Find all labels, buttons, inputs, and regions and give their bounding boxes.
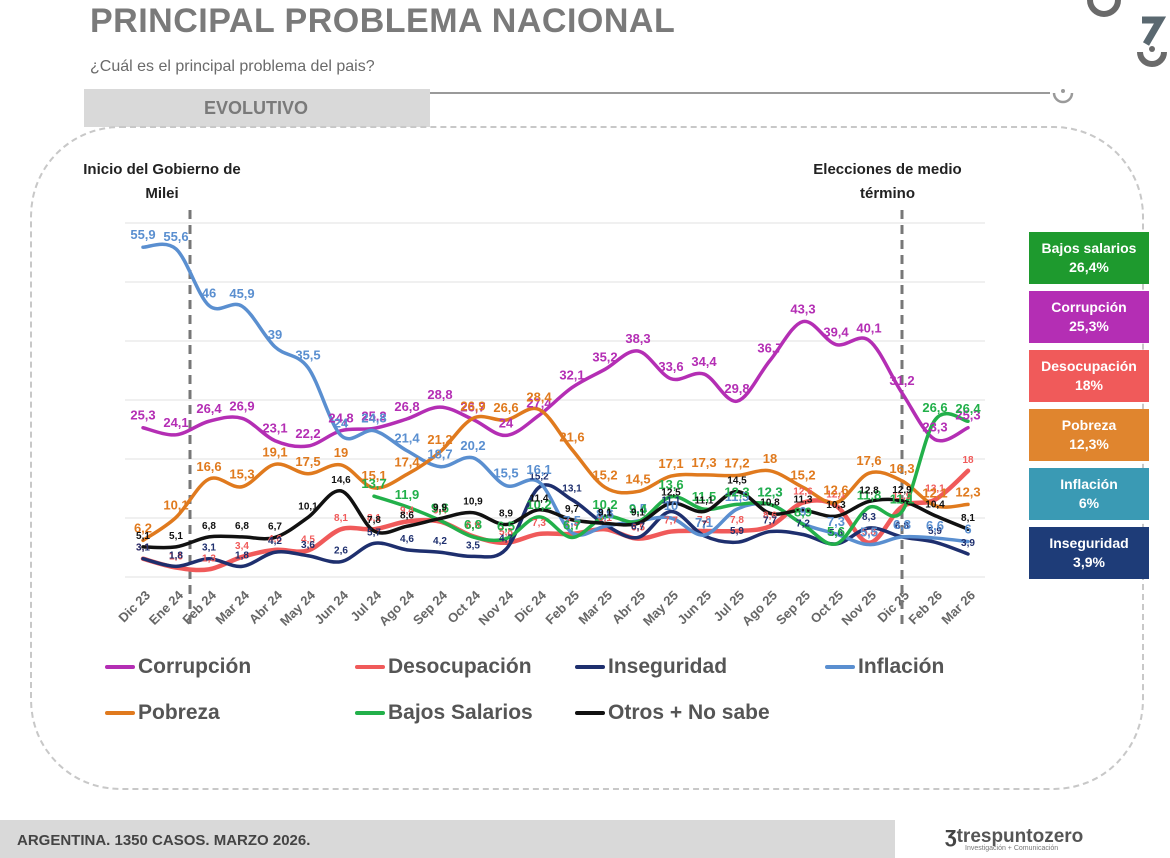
legend-item: Pobreza xyxy=(105,701,220,725)
summary-box-inflación: Inflación 6% xyxy=(1029,468,1149,520)
legend-swatch xyxy=(575,711,605,715)
legend-label: Bajos Salarios xyxy=(388,701,533,724)
summary-box-corrupción: Corrupción 25,3% xyxy=(1029,291,1149,343)
sample-info: ARGENTINA. 1350 CASOS. MARZO 2026. xyxy=(17,832,311,849)
summary-box-label: Pobreza xyxy=(1061,417,1117,433)
legend-label: Inseguridad xyxy=(608,655,728,678)
legend-item: Otros + No sabe xyxy=(575,701,770,725)
brand-text: trespuntozero xyxy=(956,826,1084,847)
brand-logo-icon xyxy=(1087,0,1167,67)
legend-item: Bajos Salarios xyxy=(355,701,533,725)
legend-item: Desocupación xyxy=(355,655,532,679)
summary-box-value: 18% xyxy=(1074,377,1104,393)
annotation-midterm-elections: Elecciones de medio término xyxy=(790,158,985,206)
legend-item: Inseguridad xyxy=(575,655,727,679)
legend-swatch xyxy=(575,665,605,669)
annotation-start-line1: Inicio del Gobierno de xyxy=(83,161,241,178)
legend-label: Desocupación xyxy=(388,655,532,678)
summary-box-inseguridad: Inseguridad 3,9% xyxy=(1029,527,1149,579)
summary-box-value: 12,3% xyxy=(1069,436,1109,452)
summary-box-value: 6% xyxy=(1078,495,1100,511)
legend-label: Otros + No sabe xyxy=(608,701,770,724)
brand-mark-icon: ʒ xyxy=(945,822,957,847)
annotation-start-government: Inicio del Gobierno de Milei xyxy=(62,158,262,206)
annotation-elections-line2: término xyxy=(859,185,915,202)
legend-label: Pobreza xyxy=(138,701,220,724)
brand-tagline: Investigación + Comunicación xyxy=(965,845,1059,852)
footer-bar: ARGENTINA. 1350 CASOS. MARZO 2026. xyxy=(0,820,895,858)
legend-label: Corrupción xyxy=(138,655,252,678)
section-tab: EVOLUTIVO xyxy=(84,89,430,127)
section-tab-label: EVOLUTIVO xyxy=(204,98,309,118)
summary-box-value: 3,9% xyxy=(1073,554,1105,570)
summary-box-label: Inseguridad xyxy=(1049,535,1129,551)
summary-box-pobreza: Pobreza 12,3% xyxy=(1029,409,1149,461)
question-subtitle: ¿Cuál es el principal problema del pais? xyxy=(90,58,375,75)
summary-box-label: Inflación xyxy=(1060,476,1118,492)
header-divider xyxy=(430,92,1050,94)
annotation-start-line2: Milei xyxy=(145,185,179,202)
legend-swatch xyxy=(355,711,385,715)
summary-box-bajos-salarios: Bajos salarios 26,4% xyxy=(1029,232,1149,284)
summary-box-value: 25,3% xyxy=(1069,318,1109,334)
brand-name: ʒtrespuntozero xyxy=(945,822,1083,848)
summary-box-value: 26,4% xyxy=(1069,259,1109,275)
summary-box-desocupación: Desocupación 18% xyxy=(1029,350,1149,402)
summary-box-label: Bajos salarios xyxy=(1041,240,1137,256)
page-title: PRINCIPAL PROBLEMA NACIONAL xyxy=(90,2,676,40)
legend-swatch xyxy=(355,665,385,669)
chart-frame xyxy=(30,126,1144,790)
legend-swatch xyxy=(825,665,855,669)
legend-swatch xyxy=(105,665,135,669)
summary-box-label: Corrupción xyxy=(1051,299,1127,315)
summary-box-label: Desocupación xyxy=(1041,358,1137,374)
legend-item: Inflación xyxy=(825,655,944,679)
legend-swatch xyxy=(105,711,135,715)
legend-label: Inflación xyxy=(858,655,945,678)
annotation-elections-line1: Elecciones de medio xyxy=(813,161,962,178)
legend-item: Corrupción xyxy=(105,655,251,679)
divider-end-icon xyxy=(1052,89,1074,104)
